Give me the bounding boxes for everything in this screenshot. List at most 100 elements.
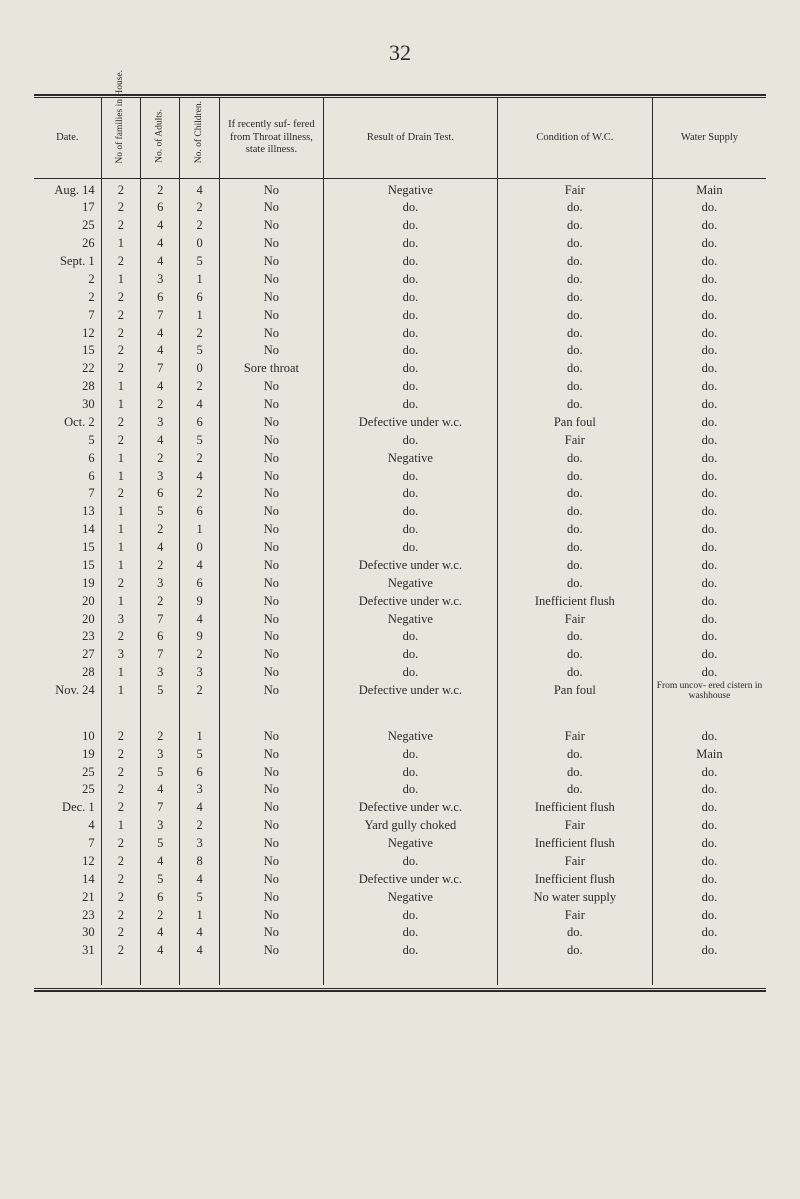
table-cell: 4 [141,253,180,271]
table-cell: do. [497,539,652,557]
table-cell: do. [652,485,766,503]
table-cell: 2 [101,181,140,199]
table-cell: 1 [180,306,219,324]
table-cell: do. [652,906,766,924]
table-cell: 2 [101,324,140,342]
table-cell: 2 [101,781,140,799]
table-cell: 6 [141,288,180,306]
table-cell: Fair [497,610,652,628]
table-cell: 6 [141,485,180,503]
table-row: Sept. 1245Nodo.do.do. [34,253,766,271]
spacer-cell [101,702,140,727]
table-cell: do. [652,592,766,610]
table-cell: do. [324,306,498,324]
table-cell: 2 [180,199,219,217]
table-row: 2266Nodo.do.do. [34,288,766,306]
table-cell: 1 [101,539,140,557]
table-cell: Dec. 1 [34,799,101,817]
table-row: Dec. 1274NoDefective under w.c.Inefficie… [34,799,766,817]
table-cell: 2 [101,906,140,924]
spacer-cell [141,702,180,727]
table-cell: 1 [101,817,140,835]
table-cell: No [219,763,323,781]
table-cell: 4 [180,870,219,888]
table-cell: 30 [34,396,101,414]
table-row: 28142Nodo.do.do. [34,378,766,396]
table-row: 6122NoNegativedo.do. [34,449,766,467]
col-header-adults: No. of Adults. [141,98,180,179]
table-cell: 6 [180,288,219,306]
table-cell: do. [497,646,652,664]
table-cell: No [219,521,323,539]
table-cell: do. [497,306,652,324]
table-body: Aug. 14224NoNegativeFairMain17262Nodo.do… [34,179,766,985]
table-cell: 5 [141,682,180,703]
table-row: 28133Nodo.do.do. [34,664,766,682]
table-cell: 25 [34,217,101,235]
spacer-cell [180,960,219,985]
table-cell: 1 [101,396,140,414]
table-cell: Defective under w.c. [324,682,498,703]
table-cell: No [219,574,323,592]
table-cell: do. [497,199,652,217]
table-cell: 4 [141,539,180,557]
table-cell: do. [652,817,766,835]
bottom-rule-thin [34,988,766,989]
table-cell: do. [652,324,766,342]
table-cell: 17 [34,199,101,217]
table-cell: No [219,485,323,503]
table-cell: 5 [141,835,180,853]
table-cell: No water supply [497,888,652,906]
table-cell: No [219,413,323,431]
table-row: 6134Nodo.do.do. [34,467,766,485]
table-cell: do. [324,906,498,924]
table-cell: Negative [324,727,498,745]
table-cell: 4 [180,181,219,199]
table-cell: do. [652,610,766,628]
table-cell: Nov. 24 [34,682,101,703]
table-cell: Pan foul [497,413,652,431]
table-cell: 3 [101,646,140,664]
table-cell: Oct. 2 [34,413,101,431]
table-row: 7262Nodo.do.do. [34,485,766,503]
table-cell: 6 [141,888,180,906]
table-cell: 2 [101,574,140,592]
table-row: 20374NoNegativeFairdo. [34,610,766,628]
table-cell: 1 [101,467,140,485]
table-cell: Negative [324,888,498,906]
table-cell: 2 [101,306,140,324]
table-cell: do. [652,835,766,853]
table-cell: Defective under w.c. [324,799,498,817]
table-cell: Negative [324,449,498,467]
table-cell: 7 [34,835,101,853]
table-cell: 27 [34,646,101,664]
table-cell: No [219,745,323,763]
table-cell: 1 [180,521,219,539]
table-cell: 5 [34,431,101,449]
table-cell: From uncov- ered cistern in washhouse [652,682,766,703]
table-row: Nov. 24152NoDefective under w.c.Pan foul… [34,682,766,703]
table-cell: 2 [101,217,140,235]
table-cell: 2 [101,431,140,449]
table-row: 5245Nodo.Fairdo. [34,431,766,449]
table-cell: do. [324,360,498,378]
table-cell: 4 [141,924,180,942]
table-cell: No [219,449,323,467]
table-cell: 6 [34,449,101,467]
table-cell: 7 [34,306,101,324]
table-cell: 2 [101,870,140,888]
table-cell: 7 [141,646,180,664]
table-cell: 2 [141,181,180,199]
table-cell: 4 [180,924,219,942]
table-cell: No [219,270,323,288]
page-number: 32 [34,40,766,66]
table-cell: do. [497,485,652,503]
table-cell: do. [497,288,652,306]
table-cell: do. [497,253,652,271]
table-cell: 2 [180,449,219,467]
table-cell: do. [652,539,766,557]
table-cell: 2 [180,324,219,342]
table-cell: 4 [180,942,219,960]
table-cell: 1 [101,682,140,703]
table-cell: Main [652,745,766,763]
